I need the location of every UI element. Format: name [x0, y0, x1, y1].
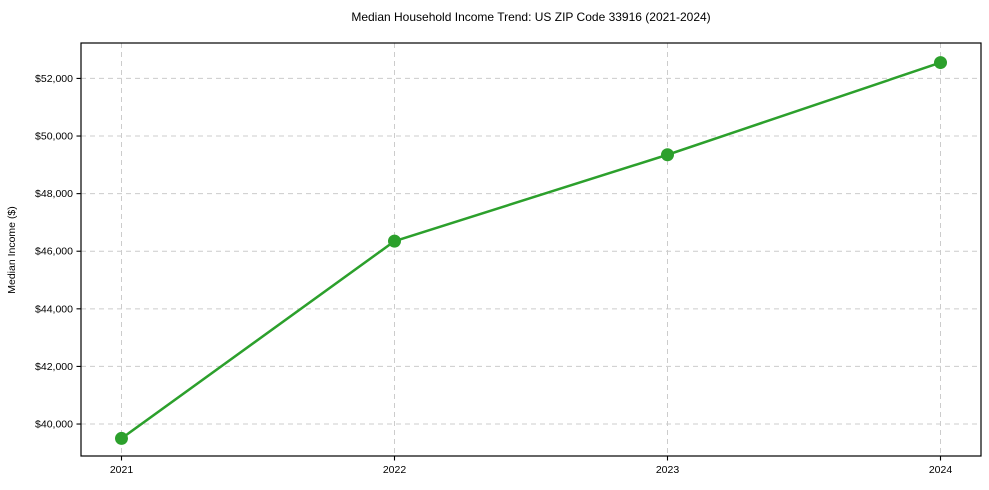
plot-area: 2021 2022 2023 2024 $40,000 $42,000 $44,000 $46…: [35, 42, 982, 476]
y-tick-label: $48,000: [35, 188, 73, 200]
x-tick-label: 2023: [656, 464, 680, 476]
x-tick-label: 2021: [110, 464, 134, 476]
plot-border: [80, 42, 982, 457]
data-point-2024: [934, 56, 947, 70]
data-point-2023: [661, 148, 674, 162]
data-point-2021: [115, 431, 128, 445]
y-tick-label: $44,000: [35, 303, 73, 315]
x-tick-label: 2022: [383, 464, 407, 476]
trend-line: [120, 61, 942, 440]
y-tick-label: $46,000: [35, 246, 73, 258]
x-tick-label: 2024: [929, 464, 953, 476]
y-tick-label: $52,000: [35, 73, 73, 85]
y-axis-label: Median Income ($): [6, 206, 18, 294]
data-point-2022: [388, 234, 401, 248]
chart-title: Median Household Income Trend: US ZIP Co…: [351, 10, 710, 24]
y-tick-label: $42,000: [35, 361, 73, 373]
y-tick-label: $50,000: [35, 131, 73, 143]
y-tick-label: $40,000: [35, 419, 73, 431]
